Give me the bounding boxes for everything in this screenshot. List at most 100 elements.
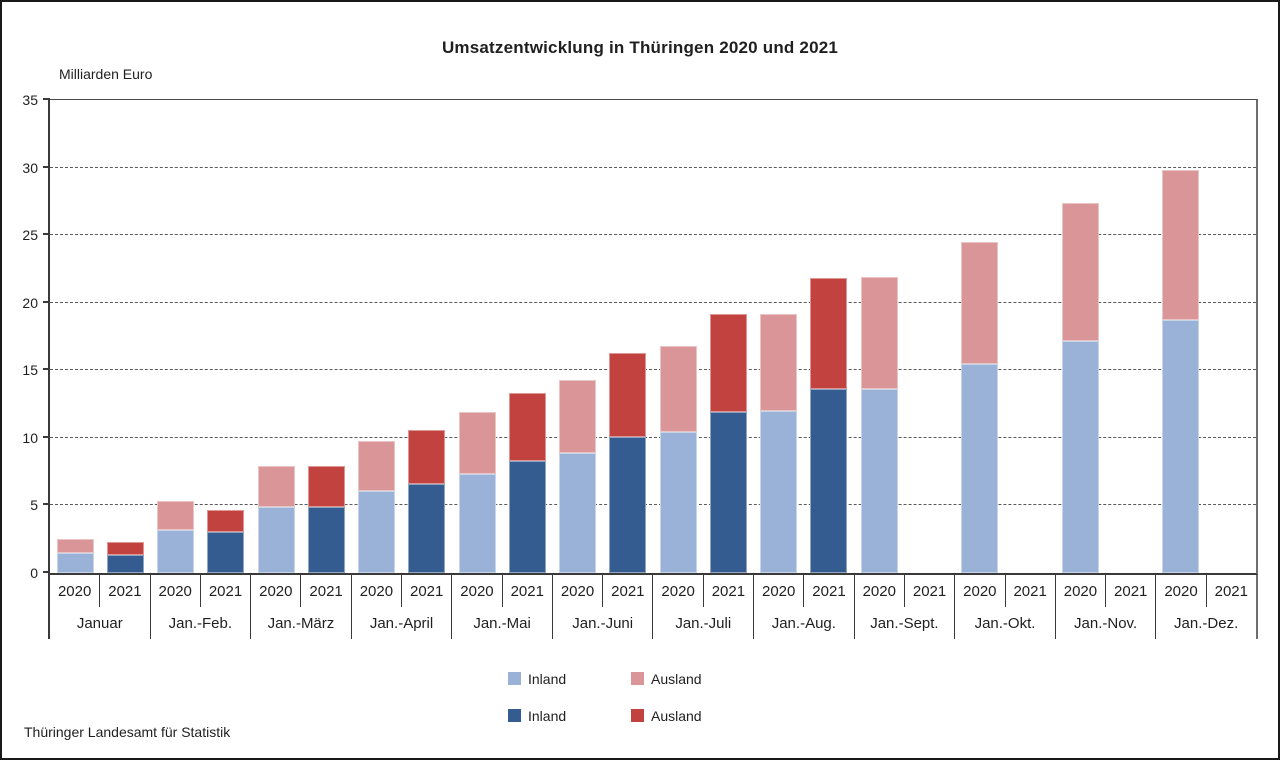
legend-row: Inland Ausland [508, 660, 702, 697]
stacked-bar-2020 [559, 100, 597, 573]
legend-item: Ausland [631, 708, 702, 724]
y-axis-tick-label: 20 [22, 294, 38, 311]
year-label: 2020 [57, 582, 92, 600]
gridline [50, 436, 1256, 438]
y-axis-tick [43, 368, 50, 371]
legend: Inland Ausland Inland Ausland [508, 660, 702, 734]
x-axis-label-band: 2020 2021 Januar 2020 2021 Jan.-Feb. 2020 2021 J… [48, 575, 1258, 639]
year-row: 2020 2021 [251, 575, 351, 607]
year-row: 2020 2021 [754, 575, 854, 607]
y-axis-tick [43, 98, 50, 100]
period-label: Jan.-Juni [572, 614, 634, 632]
year-row: 2020 2021 [1056, 575, 1156, 607]
bar-slot-2021 [1105, 100, 1155, 573]
bar-segment-inland-2020 [56, 552, 94, 573]
year-label: 2020 [661, 582, 695, 600]
bar-segment-inland-2021 [609, 436, 647, 573]
year-row: 2020 2021 [1156, 575, 1256, 607]
x-axis-group: 2020 2021 Jan.-Mai [452, 575, 553, 639]
bar-segment-ausland-2020 [358, 440, 396, 491]
bar-segment-inland-2020 [458, 474, 496, 573]
bar-segment-inland-2020 [659, 432, 697, 573]
bar-segment-ausland-2020 [760, 313, 798, 411]
bar-segment-inland-2020 [157, 529, 195, 573]
stacked-bar-2020 [56, 100, 94, 573]
year-label: 2021 [803, 575, 853, 607]
x-axis-group: 2020 2021 Jan.-Dez. [1156, 575, 1256, 639]
bar-segment-inland-2021 [106, 555, 144, 573]
period-label: Jan.-Feb. [168, 614, 233, 632]
bar-segment-ausland-2020 [659, 345, 697, 433]
year-label: 2021 [1004, 575, 1055, 607]
year-row: 2020 2021 [653, 575, 753, 607]
y-axis-tick [43, 503, 50, 506]
year-label: 2020 [963, 582, 997, 600]
x-axis-group: 2020 2021 Jan.-Feb. [151, 575, 252, 639]
year-row: 2020 2021 [452, 575, 552, 607]
stacked-bar-2020 [961, 100, 999, 573]
bar-group [553, 100, 654, 573]
stacked-bar-2020 [358, 100, 396, 573]
bar-slot-2020 [955, 100, 1005, 573]
gridline [50, 369, 1256, 371]
bar-segment-inland-2020 [559, 452, 597, 573]
bar-segment-ausland-2021 [207, 509, 245, 533]
bar-segment-ausland-2021 [609, 352, 647, 437]
y-axis-tick [43, 571, 50, 573]
legend-item: Inland [508, 671, 631, 687]
bar-segment-inland-2020 [961, 363, 999, 573]
stacked-bar-2021 [709, 100, 747, 573]
period-label: Jan.-Nov. [1074, 614, 1138, 632]
bar-group [50, 100, 151, 573]
x-axis-group: 2020 2021 Jan.-Aug. [754, 575, 855, 639]
x-axis-group: 2020 2021 Jan.-Sept. [855, 575, 956, 639]
bar-segment-ausland-2021 [408, 429, 446, 484]
gridline [50, 166, 1256, 168]
bar-segment-inland-2020 [1061, 340, 1099, 573]
y-axis-tick-label: 30 [22, 159, 38, 176]
bar-slot-2020 [352, 100, 402, 573]
y-axis-tick-label: 35 [22, 92, 38, 108]
year-label: 2020 [862, 582, 896, 600]
bar-slot-2020 [50, 100, 100, 573]
period-label: Jan.-Okt. [974, 614, 1036, 632]
bar-slot-2021 [804, 100, 854, 573]
bar-segment-inland-2020 [760, 410, 798, 573]
bar-slot-2020 [151, 100, 201, 573]
x-axis-group: 2020 2021 Jan.-Nov. [1056, 575, 1157, 639]
year-label: 2020 [1164, 582, 1198, 600]
stacked-bar-2020 [458, 100, 496, 573]
bar-segment-ausland-2020 [157, 501, 195, 530]
y-axis-tick [43, 300, 50, 303]
bar-group [955, 100, 1056, 573]
chart-title: Umsatzentwicklung in Thüringen 2020 und … [441, 38, 839, 57]
bar-group [1156, 100, 1257, 573]
period-label: Jan.-Aug. [771, 614, 836, 632]
legend-item: Inland [508, 708, 631, 724]
bar-slot-2021 [402, 100, 452, 573]
bar-slot-2021 [904, 100, 954, 573]
bar-slot-2020 [653, 100, 703, 573]
stacked-bar-2020 [860, 100, 898, 573]
bar-segment-ausland-2021 [810, 278, 848, 390]
bar-group [352, 100, 453, 573]
x-axis-group: 2020 2021 Jan.-April [352, 575, 453, 639]
year-label: 2021 [300, 575, 350, 607]
y-axis-tick-label: 10 [22, 429, 38, 446]
stacked-bar-2021 [609, 100, 647, 573]
y-axis-tick-label: 0 [30, 565, 38, 581]
bar-segment-inland-2020 [358, 490, 396, 573]
bar-segment-inland-2021 [810, 389, 848, 573]
legend-swatch [508, 709, 521, 722]
period-label: Jan.-März [267, 614, 335, 632]
stacked-bar-2020 [1061, 100, 1099, 573]
gridline [50, 504, 1256, 506]
bar-group [854, 100, 955, 573]
stacked-bar-2021 [207, 100, 245, 573]
bar-slot-2020 [1055, 100, 1105, 573]
bar-slot-2021 [201, 100, 251, 573]
stacked-bar-2021 [106, 100, 144, 573]
bar-segment-ausland-2020 [1162, 170, 1200, 321]
bar-slot-2020 [1156, 100, 1206, 573]
stacked-bar-2021 [810, 100, 848, 573]
